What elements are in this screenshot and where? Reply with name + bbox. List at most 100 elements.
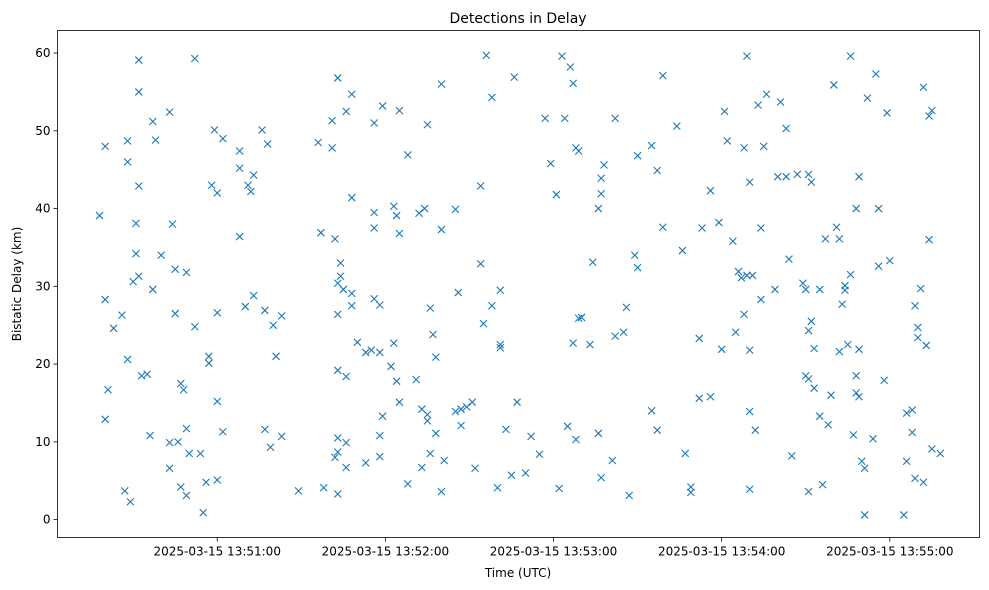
data-point [728, 237, 737, 246]
data-point [462, 402, 471, 411]
data-point [423, 410, 432, 419]
data-point [787, 451, 796, 460]
data-point [218, 427, 227, 436]
data-point [361, 348, 370, 357]
data-point [294, 486, 303, 495]
data-point [860, 464, 869, 473]
data-point [336, 272, 345, 281]
data-point [370, 224, 379, 232]
data-point [860, 511, 869, 519]
data-point [594, 204, 603, 213]
data-point [720, 107, 729, 116]
data-point [880, 376, 889, 385]
data-point [496, 286, 505, 295]
data-point [782, 124, 791, 133]
data-point [134, 182, 143, 190]
data-point [574, 147, 583, 155]
data-point [647, 406, 656, 415]
data-point [919, 83, 928, 92]
data-point [838, 300, 847, 309]
data-point [521, 469, 530, 477]
data-point [148, 117, 157, 126]
data-point [686, 488, 695, 497]
data-point [328, 144, 337, 152]
data-point [415, 209, 423, 218]
data-point [698, 224, 706, 232]
data-point [392, 211, 401, 220]
data-point [827, 391, 835, 400]
data-point [804, 374, 813, 383]
data-point [647, 141, 656, 150]
data-point [874, 204, 883, 213]
data-point [213, 476, 222, 484]
data-point [429, 330, 437, 339]
data-point [378, 102, 387, 110]
data-point [925, 112, 933, 120]
data-point [417, 463, 426, 472]
data-point [403, 151, 412, 159]
y-tick-label: 40 [35, 202, 50, 216]
data-point [835, 347, 844, 356]
data-point [319, 483, 328, 492]
data-point [574, 314, 583, 323]
y-tick-label: 60 [35, 46, 50, 60]
data-point [132, 249, 140, 258]
data-point [658, 223, 667, 232]
data-point [339, 285, 348, 294]
data-point [199, 508, 208, 517]
data-point [496, 340, 505, 349]
data-point [804, 487, 813, 496]
data-point [361, 458, 370, 467]
data-point [681, 449, 690, 458]
data-point [171, 309, 180, 318]
data-point [109, 324, 118, 333]
data-point [333, 366, 342, 375]
data-point [249, 291, 258, 300]
data-point [367, 346, 376, 354]
data-point [745, 485, 754, 494]
data-points [95, 51, 945, 519]
data-point [165, 438, 174, 447]
data-point [487, 301, 496, 310]
data-point [134, 272, 143, 281]
data-point [395, 398, 404, 407]
data-point [328, 116, 337, 125]
data-point [272, 352, 280, 361]
data-point [370, 294, 379, 303]
chart-title: Detections in Delay [449, 11, 586, 27]
y-tick-label: 20 [35, 357, 50, 371]
data-point [204, 352, 213, 361]
data-point [633, 151, 642, 160]
data-point [387, 362, 395, 371]
data-point [333, 279, 342, 288]
data-point [899, 511, 908, 519]
data-point [347, 289, 356, 298]
data-point [101, 142, 110, 151]
data-point [740, 144, 748, 152]
y-tick-label: 0 [43, 513, 51, 527]
data-point [342, 372, 351, 381]
x-tick-label: 2025-03-15 13:54:00 [658, 545, 785, 559]
data-point [375, 452, 384, 461]
data-point [468, 398, 477, 407]
x-tick-label: 2025-03-15 13:53:00 [490, 545, 617, 559]
data-point [563, 422, 572, 431]
data-point [437, 80, 446, 89]
data-point [342, 438, 351, 447]
data-point [235, 147, 244, 155]
data-point [426, 304, 435, 312]
data-point [314, 138, 323, 147]
data-point [258, 126, 266, 134]
data-point [333, 310, 342, 319]
data-point [630, 251, 639, 260]
data-point [347, 301, 356, 310]
data-point [577, 313, 586, 322]
data-point [832, 223, 841, 232]
data-point [241, 302, 250, 311]
data-point [395, 229, 404, 238]
data-point [869, 434, 877, 443]
data-point [751, 426, 760, 435]
plot-frame [57, 30, 980, 538]
data-point [807, 317, 816, 326]
